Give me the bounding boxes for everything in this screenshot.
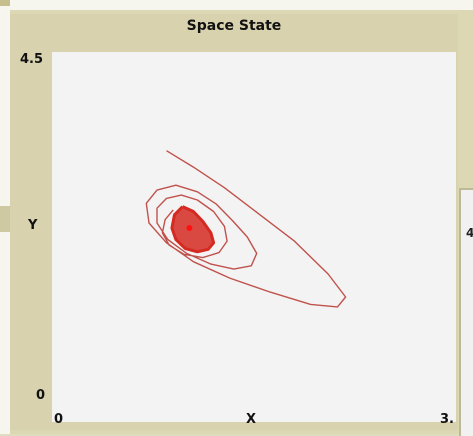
series-layer	[145, 150, 347, 308]
point-layer	[186, 225, 193, 231]
x-max-label: 3.	[440, 412, 454, 427]
plot-title: Space State	[186, 18, 282, 34]
phase-plot-svg	[145, 150, 347, 308]
left-widget-edge[interactable]	[0, 206, 10, 232]
plot-area[interactable]	[52, 52, 456, 422]
attractor-loop	[170, 205, 216, 254]
y-min-label: 0	[36, 388, 46, 403]
adjacent-plot-widget[interactable]	[459, 188, 473, 436]
y-axis-label: Y	[28, 218, 38, 233]
corner-tab	[0, 0, 10, 6]
x-min-label: 0	[54, 412, 64, 427]
adjacent-plot-y-max-label: 4	[466, 226, 473, 240]
current-state-point	[186, 225, 193, 231]
space-state-plot[interactable]: Space State 4.5 Y 0 0 X 3.	[10, 14, 458, 430]
y-max-label: 4.5	[20, 52, 44, 67]
x-axis-label: X	[246, 412, 257, 427]
trajectory-line	[145, 150, 347, 308]
